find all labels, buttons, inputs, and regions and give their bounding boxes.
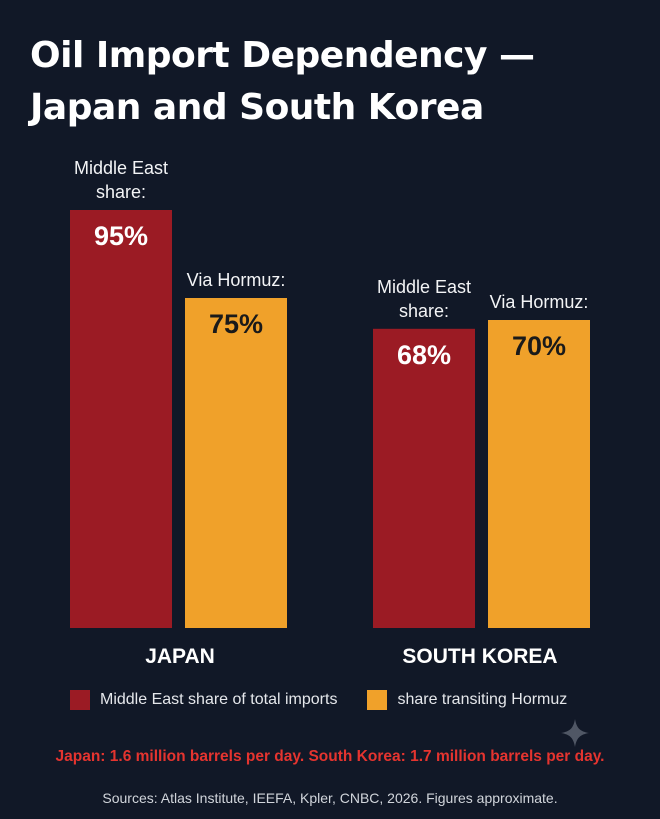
bar-japan-middle-east (70, 210, 172, 628)
bar-label-japan-middle-east-line2: share: (96, 182, 146, 202)
category-label-south-korea: SOUTH KOREA (402, 645, 557, 668)
legend-item-hormuz: share transiting Hormuz (367, 690, 567, 710)
chart-title: Oil Import Dependency — Japan and South … (30, 30, 640, 134)
bar-label-south-korea-middle-east-line2: share: (399, 301, 449, 321)
sparkle-icon (561, 719, 589, 747)
bar-label-south-korea-hormuz: Via Hormuz: (490, 292, 589, 312)
legend-label-hormuz: share transiting Hormuz (397, 691, 568, 708)
chart-title-line2: Japan and South Korea (30, 87, 484, 128)
bar-south-korea-middle-east (373, 328, 475, 628)
value-label-south-korea-middle-east: 68% (397, 340, 451, 370)
value-label-japan-middle-east: 95% (94, 221, 148, 251)
sources-text: Sources: Atlas Institute, IEEFA, Kpler, … (102, 790, 558, 806)
legend-swatch-hormuz (367, 690, 388, 710)
legend-swatch-middle-east (70, 690, 90, 710)
chart-title-line1: Oil Import Dependency — (30, 35, 535, 76)
value-label-south-korea-hormuz: 70% (512, 331, 566, 361)
legend-label-middle-east: Middle East share of total imports (100, 691, 338, 708)
bar-label-japan-hormuz: Via Hormuz: (187, 270, 286, 290)
bar-label-south-korea-middle-east-line1: Middle East (377, 277, 471, 297)
bar-label-japan-middle-east-line1: Middle East (74, 158, 168, 178)
bar-south-korea-hormuz (488, 320, 590, 628)
legend-item-middle-east: Middle East share of total imports (70, 690, 337, 710)
legend: Middle East share of total imports share… (70, 690, 597, 710)
category-label-japan: JAPAN (145, 645, 215, 668)
footnote-barrels: Japan: 1.6 million barrels per day. Sout… (55, 748, 605, 765)
value-label-japan-hormuz: 75% (209, 309, 263, 339)
bar-japan-hormuz (185, 298, 287, 628)
